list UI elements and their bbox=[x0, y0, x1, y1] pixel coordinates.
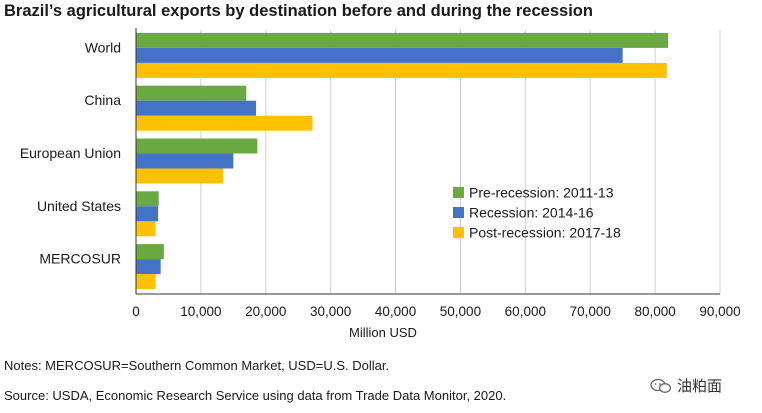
chart-title: Brazil’s agricultural exports by destina… bbox=[4, 2, 593, 20]
bars bbox=[136, 32, 669, 290]
legend: Pre-recession: 2011-13 Recession: 2014-16… bbox=[453, 185, 621, 241]
x-axis-label: Million USD bbox=[349, 325, 417, 340]
legend-label: Pre-recession: 2011-13 bbox=[469, 185, 614, 201]
category-label: MERCOSUR bbox=[39, 251, 121, 267]
x-tick-label: 60,000 bbox=[505, 304, 546, 319]
bar bbox=[136, 100, 257, 116]
x-tick-label: 80,000 bbox=[634, 304, 675, 319]
source-text: Source: USDA, Economic Research Service … bbox=[4, 388, 507, 403]
legend-label: Post-recession: 2017-18 bbox=[469, 225, 621, 241]
x-tick-label: 50,000 bbox=[440, 304, 481, 319]
legend-swatch bbox=[453, 207, 464, 218]
bar bbox=[136, 244, 164, 260]
bar bbox=[136, 153, 234, 169]
bar bbox=[136, 168, 223, 184]
wechat-icon bbox=[650, 378, 672, 393]
bar bbox=[136, 221, 156, 237]
category-label: World bbox=[85, 39, 121, 55]
x-tick-label: 90,000 bbox=[699, 304, 740, 319]
bar bbox=[136, 274, 156, 290]
watermark: 油粕面 bbox=[650, 375, 722, 396]
bar bbox=[136, 115, 313, 131]
x-tick-label: 30,000 bbox=[310, 304, 351, 319]
category-labels: World China European Union United States MER… bbox=[20, 39, 121, 266]
x-tick-label: 70,000 bbox=[570, 304, 611, 319]
notes-text: Notes: MERCOSUR=Southern Common Market, … bbox=[4, 358, 390, 373]
legend-swatch bbox=[453, 187, 464, 198]
bar bbox=[136, 191, 159, 207]
x-tick-label: 0 bbox=[132, 304, 140, 319]
bar bbox=[136, 259, 161, 275]
x-tick-label: 20,000 bbox=[245, 304, 286, 319]
legend-swatch bbox=[453, 227, 464, 238]
category-label: United States bbox=[37, 198, 121, 214]
watermark-text: 油粕面 bbox=[677, 378, 723, 395]
bar bbox=[136, 47, 623, 63]
x-tick-labels: 0 10,000 20,000 30,000 40,000 50,000 60,000 70,… bbox=[132, 304, 740, 319]
bar bbox=[136, 206, 159, 222]
bar bbox=[136, 85, 247, 101]
category-label: European Union bbox=[20, 145, 121, 161]
bar bbox=[136, 32, 669, 48]
x-tick-label: 40,000 bbox=[375, 304, 416, 319]
x-tick-label: 10,000 bbox=[180, 304, 221, 319]
bar bbox=[136, 138, 258, 154]
legend-label: Recession: 2014-16 bbox=[469, 205, 594, 221]
category-label: China bbox=[84, 92, 121, 108]
axes bbox=[135, 28, 720, 295]
bar bbox=[136, 62, 667, 78]
